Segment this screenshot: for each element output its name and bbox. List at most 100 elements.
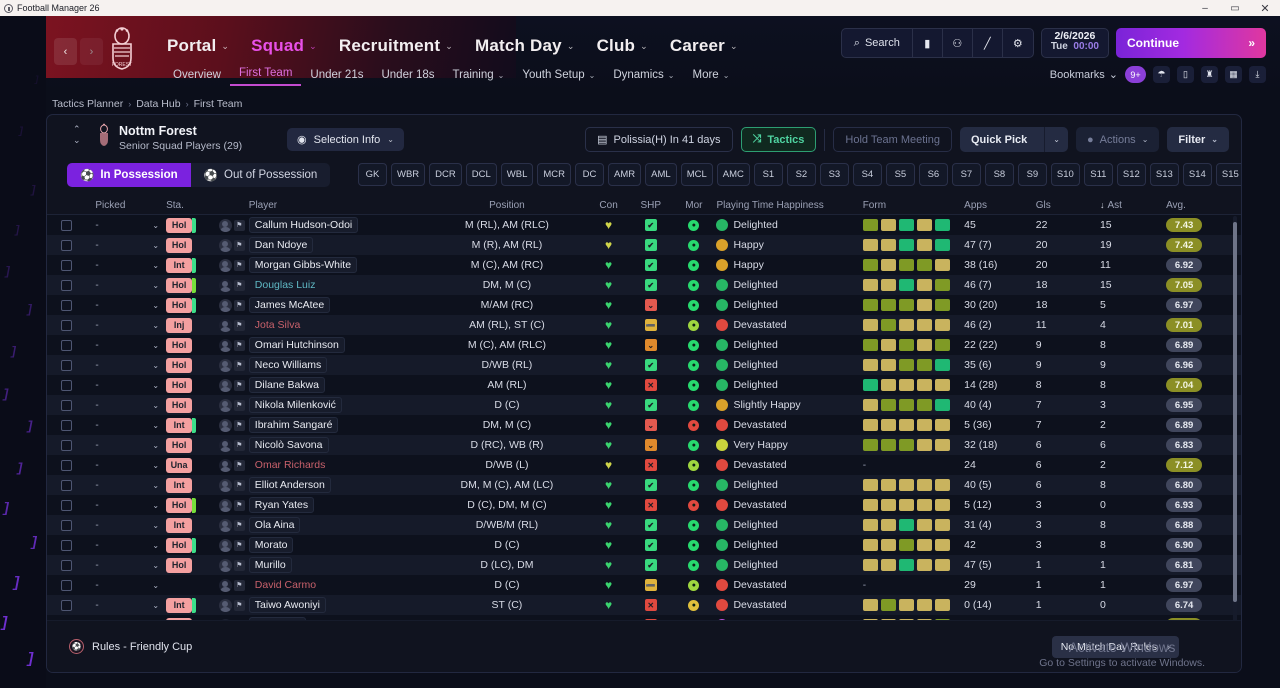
status-badge[interactable]: Hol <box>166 437 193 453</box>
position-slot-s7[interactable]: S7 <box>951 163 981 186</box>
table-row[interactable]: - ⌄ Int ⚑ Ibrahim Sangaré DM, M (C) ♥ ⌄ ● Devasta… <box>47 415 1241 435</box>
player-name-cell[interactable]: Nikola Milenković <box>248 397 425 413</box>
table-row[interactable]: - ⌄ Inj ⚑ Jota Silva AM (RL), ST (C) ♥ ➖ ● Devast… <box>47 315 1241 335</box>
player-name[interactable]: Neco Williams <box>248 357 328 373</box>
th-position[interactable]: Position <box>489 199 525 211</box>
row-checkbox[interactable] <box>61 339 73 351</box>
subnav-training[interactable]: Training ⌄ <box>444 64 514 86</box>
row-checkbox[interactable] <box>61 479 73 491</box>
breadcrumb-item-data-hub[interactable]: Data Hub <box>136 98 181 110</box>
player-name[interactable]: Callum Hudson-Odoi <box>248 217 359 233</box>
position-slot-s4[interactable]: S4 <box>852 163 882 186</box>
position-slot-s6[interactable]: S6 <box>918 163 948 186</box>
th-con[interactable]: Con <box>599 199 618 211</box>
player-name-cell[interactable]: Neco Williams <box>248 357 425 373</box>
position-slot-s2[interactable]: S2 <box>786 163 816 186</box>
chevron-down-icon[interactable]: ⌄ <box>152 460 160 470</box>
table-row[interactable]: - ⌄ Hol ⚑ Neco Williams D/WB (RL) ♥ ✔ ● Delighted… <box>47 355 1241 375</box>
table-row[interactable]: - ⌄ Int ⚑ Ola Aina D/WB/M (RL) ♥ ✔ ● Delighted 31 … <box>47 515 1241 535</box>
shirt-icon[interactable]: ☂ <box>1153 66 1170 83</box>
subnav-under-18s[interactable]: Under 18s <box>372 64 443 86</box>
position-slot-mcl[interactable]: MCL <box>680 163 713 186</box>
edit-icon[interactable]: ╱ <box>973 29 1003 57</box>
position-slot-s14[interactable]: S14 <box>1182 163 1212 186</box>
player-name[interactable]: Dan Ndoye <box>248 237 314 253</box>
player-name-cell[interactable]: Morgan Gibbs-White <box>248 257 425 273</box>
position-slot-s1[interactable]: S1 <box>753 163 783 186</box>
player-name-cell[interactable]: Nicolò Savona <box>248 437 425 453</box>
chevron-down-icon[interactable]: ⌄ <box>152 480 160 490</box>
subnav-dynamics[interactable]: Dynamics ⌄ <box>604 64 683 86</box>
row-checkbox[interactable] <box>61 319 73 331</box>
status-badge[interactable]: Una <box>166 457 193 473</box>
picked-cell[interactable]: -⌄ <box>86 300 166 311</box>
chevron-down-icon[interactable]: ⌄ <box>152 300 160 310</box>
player-name[interactable]: James McAtee <box>248 297 331 313</box>
continue-button[interactable]: Continue » <box>1116 28 1266 58</box>
forward-button[interactable]: › <box>80 38 103 65</box>
th-player[interactable]: Player <box>248 199 278 211</box>
picked-cell[interactable]: -⌄ <box>86 360 166 371</box>
menu-recruitment[interactable]: Recruitment ⌄ <box>328 32 464 60</box>
chevron-down-icon[interactable]: ⌄ <box>152 340 160 350</box>
rules-label[interactable]: Rules - Friendly Cup <box>92 640 193 653</box>
picked-cell[interactable]: -⌄ <box>86 540 166 551</box>
row-checkbox[interactable] <box>61 299 73 311</box>
chevron-down-icon[interactable]: ⌄ <box>152 260 160 270</box>
hold-team-meeting-button[interactable]: Hold Team Meeting <box>833 127 952 152</box>
status-badge[interactable]: Hol <box>166 537 193 553</box>
player-name-cell[interactable]: Murillo <box>248 557 425 573</box>
player-name-cell[interactable]: Douglas Luiz <box>249 277 425 293</box>
status-badge[interactable]: Inj <box>166 317 193 333</box>
calendar-icon[interactable]: ▦ <box>1225 66 1242 83</box>
position-slot-mcr[interactable]: MCR <box>537 163 572 186</box>
position-slot-dcr[interactable]: DCR <box>429 163 462 186</box>
chevron-down-icon[interactable]: ⌄ <box>152 400 160 410</box>
picked-cell[interactable]: -⌄ <box>86 420 166 431</box>
chevron-down-icon[interactable]: ⌄ <box>152 240 160 250</box>
status-badge[interactable]: Hol <box>166 337 193 353</box>
picked-cell[interactable]: -⌄ <box>86 240 166 251</box>
player-name-cell[interactable]: Dan Ndoye <box>248 237 425 253</box>
picked-cell[interactable]: -⌄ <box>86 560 166 571</box>
row-checkbox[interactable] <box>61 219 73 231</box>
row-checkbox[interactable] <box>61 359 73 371</box>
bookmarks-dropdown[interactable]: Bookmarks ⌄ <box>1050 68 1118 82</box>
position-slot-s13[interactable]: S13 <box>1149 163 1179 186</box>
subnav-overview[interactable]: Overview <box>164 64 230 86</box>
table-row[interactable]: - ⌄ Int ⚑ Taiwo Awoniyi ST (C) ♥ ✕ ● Devastated 0 … <box>47 595 1241 615</box>
position-slot-gk[interactable]: GK <box>358 163 387 186</box>
row-checkbox[interactable] <box>61 579 73 591</box>
row-checkbox[interactable] <box>61 559 73 571</box>
menu-match-day[interactable]: Match Day ⌄ <box>464 32 586 60</box>
status-badge[interactable]: Hol <box>166 497 193 513</box>
th-sta[interactable]: Sta. <box>166 199 184 211</box>
position-slot-s5[interactable]: S5 <box>885 163 915 186</box>
player-name[interactable]: Taiwo Awoniyi <box>248 597 326 613</box>
table-row[interactable]: - ⌄ Hol ⚑ Nikola Milenković D (C) ♥ ✔ ● Slightly … <box>47 395 1241 415</box>
table-row[interactable]: - ⌄ Hol ⚑ Dan Ndoye M (R), AM (RL) ♥ ✔ ● Happy 47 … <box>47 235 1241 255</box>
th-avg[interactable]: Avg. <box>1166 199 1186 211</box>
quick-pick-button[interactable]: Quick Pick ⌄ <box>959 127 1068 152</box>
status-badge[interactable]: Hol <box>166 237 193 253</box>
player-name-cell[interactable]: David Carmo <box>249 577 425 593</box>
table-row[interactable]: - ⌄ Hol ⚑ Nicolò Savona D (RC), WB (R) ♥ ⌄ ● Very… <box>47 435 1241 455</box>
player-name-cell[interactable]: Omari Hutchinson <box>248 337 425 353</box>
player-name[interactable]: Ola Aina <box>248 517 301 533</box>
vertical-scrollbar[interactable] <box>1233 216 1237 650</box>
player-name[interactable]: Murillo <box>248 557 292 573</box>
picked-cell[interactable]: -⌄ <box>86 520 166 531</box>
tab-in-possession[interactable]: ⚽ In Possession <box>67 163 191 187</box>
chevron-down-icon[interactable]: ⌄ <box>152 420 160 430</box>
position-slot-wbl[interactable]: WBL <box>500 163 534 186</box>
row-checkbox[interactable] <box>61 459 73 471</box>
position-slot-amr[interactable]: AMR <box>608 163 642 186</box>
player-name[interactable]: Ryan Yates <box>248 497 315 513</box>
picked-cell[interactable]: -⌄ <box>86 280 166 291</box>
table-row[interactable]: - ⌄ Hol ⚑ Callum Hudson-Odoi M (RL), AM (RLC)… <box>47 215 1241 235</box>
chevron-down-icon[interactable]: ⌄ <box>152 320 160 330</box>
picked-cell[interactable]: -⌄ <box>86 460 166 471</box>
player-name[interactable]: Douglas Luiz <box>254 279 316 291</box>
row-checkbox[interactable] <box>61 539 73 551</box>
chevron-down-icon[interactable]: ⌄ <box>152 380 160 390</box>
